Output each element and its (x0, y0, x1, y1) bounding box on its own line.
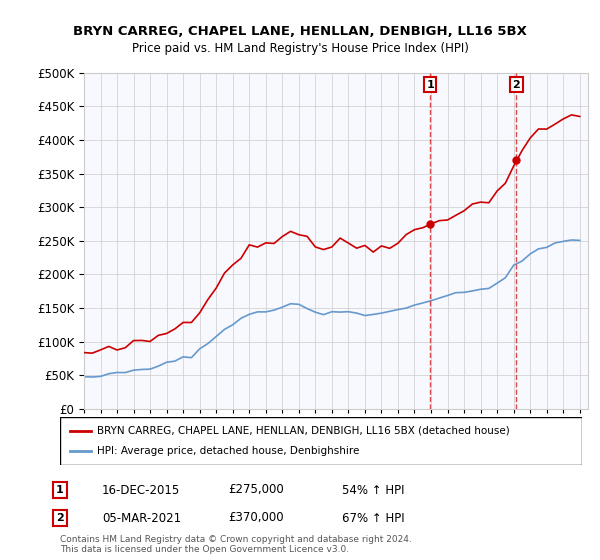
Text: BRYN CARREG, CHAPEL LANE, HENLLAN, DENBIGH, LL16 5BX: BRYN CARREG, CHAPEL LANE, HENLLAN, DENBI… (73, 25, 527, 38)
FancyBboxPatch shape (60, 417, 582, 465)
Text: 54% ↑ HPI: 54% ↑ HPI (342, 483, 404, 497)
Text: HPI: Average price, detached house, Denbighshire: HPI: Average price, detached house, Denb… (97, 446, 359, 456)
Text: 67% ↑ HPI: 67% ↑ HPI (342, 511, 404, 525)
Text: 05-MAR-2021: 05-MAR-2021 (102, 511, 181, 525)
Text: BRYN CARREG, CHAPEL LANE, HENLLAN, DENBIGH, LL16 5BX (detached house): BRYN CARREG, CHAPEL LANE, HENLLAN, DENBI… (97, 426, 509, 436)
Text: 1: 1 (56, 485, 64, 495)
Text: £370,000: £370,000 (228, 511, 284, 525)
Text: Contains HM Land Registry data © Crown copyright and database right 2024.
This d: Contains HM Land Registry data © Crown c… (60, 535, 412, 554)
Text: 16-DEC-2015: 16-DEC-2015 (102, 483, 180, 497)
Text: 2: 2 (512, 80, 520, 90)
Text: 1: 1 (427, 80, 434, 90)
Text: £275,000: £275,000 (228, 483, 284, 497)
Text: 2: 2 (56, 513, 64, 523)
Text: Price paid vs. HM Land Registry's House Price Index (HPI): Price paid vs. HM Land Registry's House … (131, 42, 469, 55)
